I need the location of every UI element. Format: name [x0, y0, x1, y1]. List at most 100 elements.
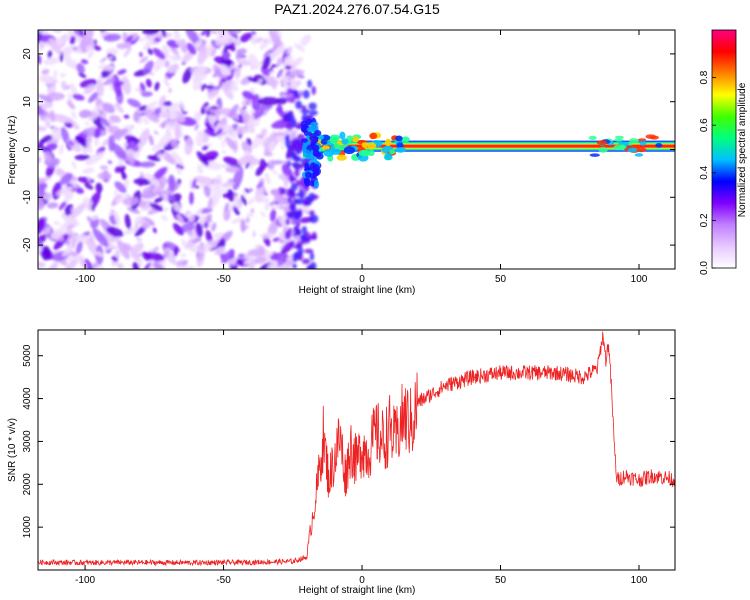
noise-blob [142, 106, 160, 123]
noise-blob [232, 80, 240, 84]
noise-blob [291, 162, 300, 167]
noise-blob [41, 68, 50, 75]
noise-blob [69, 35, 76, 45]
noise-blob [234, 65, 240, 71]
noise-blob [206, 30, 211, 38]
signal-blob [367, 149, 375, 157]
noise-blob [84, 183, 94, 190]
noise-blob [38, 177, 47, 184]
noise-blob [173, 201, 181, 212]
noise-blob [123, 47, 132, 58]
noise-blob [225, 136, 238, 151]
noise-blob [98, 64, 115, 71]
noise-blob [139, 161, 156, 168]
signal-blob [369, 132, 378, 140]
noise-blob [74, 154, 91, 161]
noise-blob [100, 117, 110, 127]
noise-blob [93, 39, 97, 46]
noise-blob [60, 127, 70, 145]
noise-blob [83, 84, 96, 95]
noise-blob [299, 90, 303, 97]
noise-blob [215, 36, 237, 46]
noise-blob [285, 218, 290, 226]
noise-blob [311, 231, 317, 241]
noise-blob [153, 196, 165, 203]
noise-blob [256, 134, 264, 139]
noise-blob [176, 167, 182, 176]
noise-blob [68, 140, 75, 147]
noise-blob [211, 222, 217, 232]
noise-blob [309, 252, 315, 261]
noise-blob [53, 221, 61, 226]
y-tick-label: -20 [22, 237, 33, 252]
noise-blob [70, 207, 75, 215]
noise-blob [239, 107, 245, 117]
noise-blob [268, 30, 283, 48]
noise-blob [200, 84, 205, 92]
noise-blob [152, 48, 166, 60]
noise-blob [185, 30, 200, 45]
signal-blob [304, 177, 310, 182]
noise-blob [223, 156, 242, 168]
noise-blob [284, 138, 291, 148]
x-tick-label: 100 [631, 274, 648, 285]
noise-blob [201, 145, 209, 151]
noise-blob [290, 152, 297, 160]
noise-blob [264, 201, 270, 211]
signal-band-layer [319, 144, 675, 148]
noise-blob [271, 169, 278, 175]
snr-xlabel: Height of straight line (km) [299, 585, 416, 596]
signal-blob [306, 127, 315, 133]
noise-blob [310, 194, 319, 200]
noise-blob [212, 72, 219, 78]
noise-blob [286, 93, 294, 98]
y-tick-label: 20 [22, 48, 33, 60]
noise-blob [184, 137, 194, 155]
noise-blob [49, 38, 62, 56]
noise-blob [176, 213, 184, 225]
noise-blob [38, 40, 47, 50]
noise-blob [180, 222, 195, 233]
noise-blob [287, 188, 293, 197]
noise-blob [66, 100, 76, 110]
noise-blob [154, 81, 160, 91]
noise-blob [44, 143, 58, 152]
noise-blob [219, 64, 232, 76]
noise-blob [69, 250, 78, 257]
signal-blob [635, 147, 647, 153]
noise-blob [311, 85, 316, 95]
noise-blob [70, 203, 86, 218]
noise-blob [163, 76, 169, 84]
noise-blob [45, 117, 50, 124]
noise-blob [125, 124, 132, 139]
noise-blob [75, 241, 83, 254]
noise-blob [138, 116, 143, 125]
figure-title: PAZ1.2024.276.07.54.G15 [274, 1, 440, 17]
snr-panel: -100 -50 0 50 100 1000 2000 3000 4000 5000 Height… [7, 329, 676, 596]
noise-blob [145, 173, 161, 187]
noise-blob [248, 53, 260, 70]
signal-blob [323, 148, 335, 157]
noise-blob [148, 134, 154, 146]
noise-blob [210, 30, 219, 34]
noise-blob [253, 122, 260, 127]
noise-blob [279, 187, 286, 197]
noise-blob [260, 232, 275, 239]
noise-blob [75, 135, 90, 148]
noise-blob [247, 248, 266, 257]
noise-blob [157, 154, 166, 158]
noise-blob [152, 227, 157, 234]
noise-blob [114, 214, 119, 222]
noise-blob [277, 250, 287, 267]
noise-blob [96, 79, 104, 97]
noise-blob [179, 253, 187, 258]
noise-blob [231, 217, 243, 224]
noise-blob [47, 158, 61, 168]
noise-blob [107, 160, 113, 165]
signal-blob [341, 138, 349, 145]
noise-blob [88, 233, 95, 245]
noise-blob [285, 113, 295, 122]
noise-blob [46, 202, 59, 209]
noise-blob [204, 220, 208, 229]
noise-blob [102, 102, 116, 114]
